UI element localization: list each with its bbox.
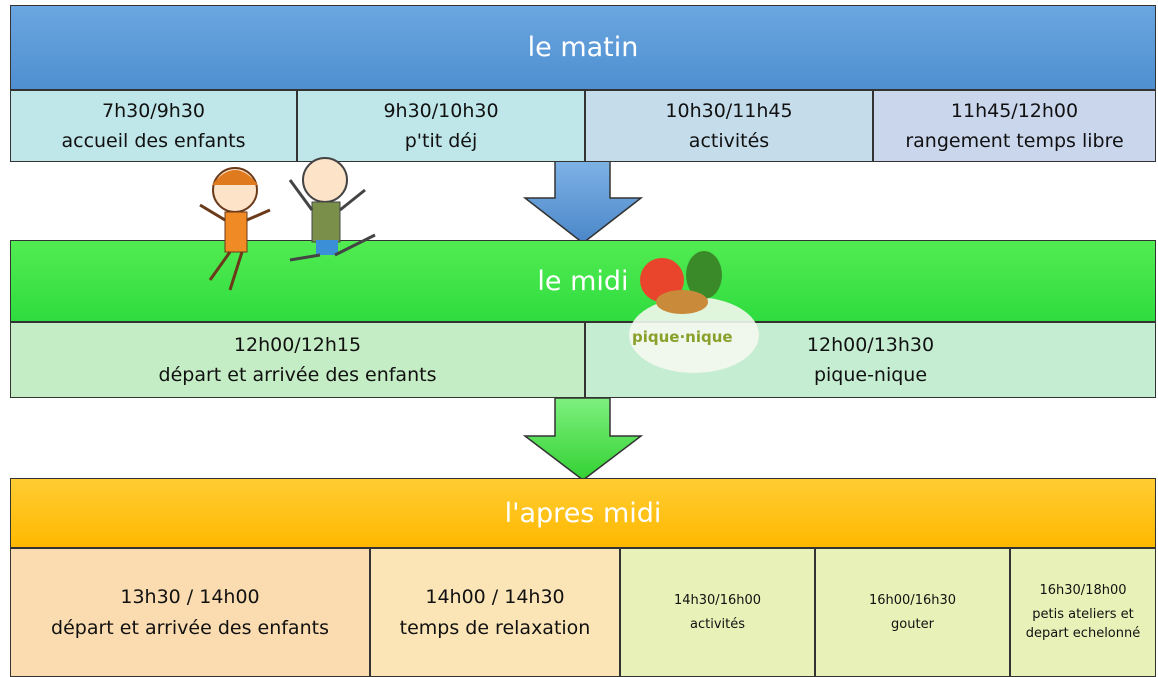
slot-time: 12h00/12h15 bbox=[233, 333, 362, 356]
slot-label: départ et arrivée des enfants bbox=[51, 616, 329, 639]
slot-time: 16h30/18h00 bbox=[1039, 583, 1127, 599]
slot: 14h30/16h00 activités bbox=[620, 548, 815, 677]
slot-time: 14h30/16h00 bbox=[673, 593, 762, 608]
slot-label: activités bbox=[688, 130, 770, 152]
slot-time: 16h00/16h30 bbox=[868, 593, 957, 608]
slot: 13h30 / 14h00 départ et arrivée des enfan… bbox=[10, 548, 370, 677]
slot-label: départ et arrivée des enfants bbox=[158, 364, 437, 386]
slot-label: accueil des enfants bbox=[61, 130, 246, 152]
slot-label: p'tit déj bbox=[404, 130, 478, 152]
slot-label: gouter bbox=[891, 616, 934, 632]
section-header: l'apres midi bbox=[10, 478, 1156, 548]
kids-illustration bbox=[199, 157, 376, 291]
slot-label: pique-nique bbox=[813, 364, 928, 386]
slot-label: rangement temps libre bbox=[905, 130, 1124, 152]
slot-time: 7h30/9h30 bbox=[101, 99, 205, 122]
picnic-drawing bbox=[629, 251, 759, 373]
slot-label: petis ateliers et depart echelonné bbox=[1025, 606, 1141, 642]
slot-time: 12h00/13h30 bbox=[806, 333, 935, 356]
slot-time: 14h00 / 14h30 bbox=[425, 586, 565, 609]
section-header: le midi bbox=[10, 240, 1156, 322]
picnic-label: pique·nique bbox=[632, 328, 733, 346]
arrow-down bbox=[522, 397, 644, 481]
slot-time: 13h30 / 14h00 bbox=[120, 586, 260, 609]
slot-label: temps de relaxation bbox=[399, 616, 591, 639]
slot: 11h45/12h00 rangement temps libre bbox=[873, 90, 1156, 162]
slot: 14h00 / 14h30 temps de relaxation bbox=[370, 548, 620, 677]
slot: 16h30/18h00 petis ateliers et depart eche… bbox=[1010, 548, 1156, 677]
slot: 12h00/12h15 départ et arrivée des enfants bbox=[10, 322, 585, 398]
slot-label: activités bbox=[690, 616, 745, 632]
slot-time: 10h30/11h45 bbox=[665, 99, 793, 122]
slot: 9h30/10h30 p'tit déj bbox=[297, 90, 585, 162]
slot-time: 9h30/10h30 bbox=[383, 99, 499, 122]
picnic-illustration: pique·nique bbox=[622, 250, 767, 380]
arrow-down bbox=[522, 159, 644, 244]
slot: 16h00/16h30 gouter bbox=[815, 548, 1010, 677]
slot: 7h30/9h30 accueil des enfants bbox=[10, 90, 297, 162]
slot: 10h30/11h45 activités bbox=[585, 90, 873, 162]
section-header: le matin bbox=[10, 5, 1156, 90]
slot-time: 11h45/12h00 bbox=[950, 99, 1079, 122]
